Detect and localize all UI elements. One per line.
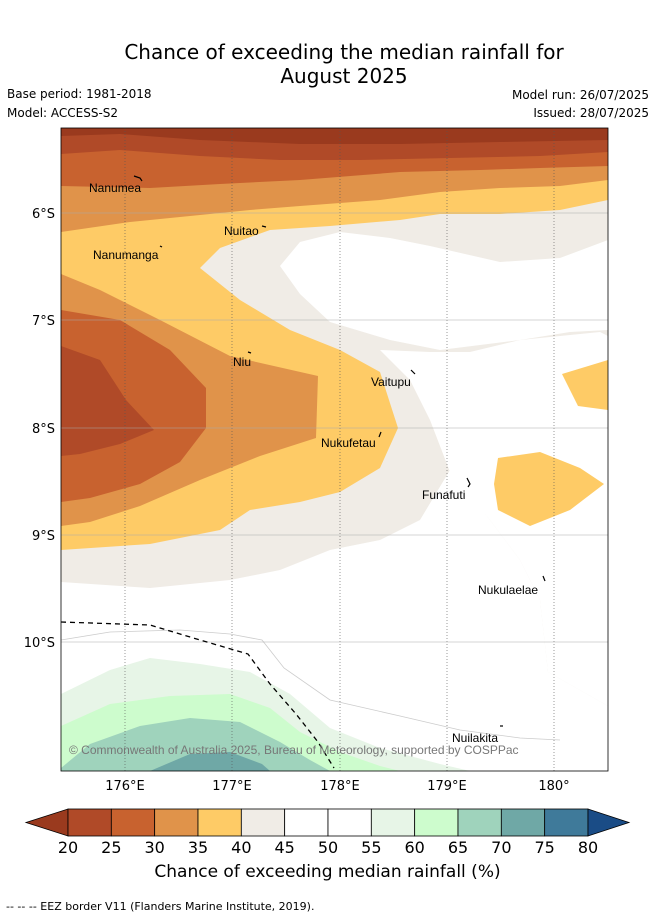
eez-border (60, 621, 335, 769)
colorbar-tick-65: 65 (448, 838, 468, 857)
lon-label-180: 180° (538, 779, 569, 794)
colorbar-tick-20: 20 (58, 838, 78, 857)
map-graticule (124, 128, 555, 771)
colorbar-cell-40-45 (240, 808, 286, 837)
lon-label-176e: 176°E (105, 779, 145, 794)
colorbar-tick-40: 40 (231, 838, 251, 857)
place-nukulaelae: Nukulaelae (478, 583, 538, 597)
colorbar-cell-35-40 (197, 808, 242, 837)
place-nanumanga: Nanumanga (93, 248, 159, 262)
map-title: Chance of exceeding the median rainfall … (0, 40, 655, 88)
copyright-notice: © Commonwealth of Australia 2025, Bureau… (69, 743, 519, 757)
contour-35-40-blob-a (562, 360, 608, 410)
title-line-2: August 2025 (280, 64, 408, 88)
colorbar-cell-55-60 (370, 808, 416, 837)
model-name: Model: ACCESS-S2 (7, 106, 119, 120)
contour-below-20 (61, 128, 608, 144)
colorbar-ticks: 20 25 30 35 40 45 50 55 60 65 70 75 80 (58, 838, 598, 857)
place-niu: Niu (233, 355, 251, 369)
lon-label-177e: 177°E (212, 779, 252, 794)
colorbar-tick-60: 60 (404, 838, 424, 857)
map-frame (60, 127, 609, 772)
colorbar-title: Chance of exceeding median rainfall (%) (154, 862, 501, 882)
lat-label-7s: 7°S (32, 314, 55, 329)
lon-label-178e: 178°E (320, 779, 360, 794)
issued-date: Issued: 28/07/2025 (533, 106, 649, 120)
colorbar-cells (24, 808, 631, 837)
colorbar-arrow-low (24, 808, 69, 837)
colorbar-tick-25: 25 (101, 838, 121, 857)
colorbar-cell-20-25 (67, 808, 112, 837)
contour-20-25-west (61, 346, 154, 456)
contour-line-south (61, 629, 561, 741)
lat-label-8s: 8°S (32, 422, 55, 437)
place-nanumea: Nanumea (89, 181, 141, 195)
contour-25-30-west (61, 310, 206, 502)
colorbar-tick-55: 55 (361, 838, 381, 857)
contour-45-55-east (380, 332, 608, 706)
contour-35-40-blob-b (494, 452, 604, 526)
lat-label-6s: 6°S (32, 207, 55, 222)
base-period: Base period: 1981-2018 (7, 87, 152, 101)
colorbar-tick-50: 50 (318, 838, 338, 857)
place-nuitao: Nuitao (224, 224, 259, 238)
colorbar-cell-70-75 (500, 808, 546, 837)
place-vaitupu: Vaitupu (371, 375, 411, 389)
eez-note: -- -- -- EEZ border V11 (Flanders Marine… (6, 900, 315, 913)
lon-label-179e: 179°E (427, 779, 467, 794)
rainfall-map: Nanumea Nuitao Nanumanga Niu Vaitupu Nuk… (24, 127, 609, 794)
colorbar-cell-65-70 (457, 808, 502, 837)
colorbar-tick-45: 45 (274, 838, 294, 857)
colorbar-tick-80: 80 (578, 838, 598, 857)
colorbar-cell-45-50 (284, 808, 329, 837)
island-shapes (133, 175, 546, 727)
model-run: Model run: 26/07/2025 (511, 88, 649, 102)
colorbar-cell-25-30 (110, 808, 156, 837)
colorbar-cell-30-35 (154, 808, 199, 837)
place-funafuti: Funafuti (422, 488, 465, 502)
place-nuilakita: Nuilakita (452, 731, 498, 745)
colorbar-cell-50-55 (327, 808, 372, 837)
colorbar-tick-30: 30 (144, 838, 164, 857)
colorbar-cell-60-65 (414, 808, 459, 837)
lat-gridlines (61, 212, 608, 643)
contour-65-70 (61, 718, 330, 771)
lat-label-10s: 10°S (24, 636, 55, 651)
colorbar-tick-75: 75 (534, 838, 554, 857)
title-line-1: Chance of exceeding the median rainfall … (124, 40, 564, 64)
place-nukufetau: Nukufetau (321, 436, 376, 450)
contour-70-75 (150, 752, 270, 771)
colorbar-cell-75-80 (544, 808, 589, 837)
colorbar: 20 25 30 35 40 45 50 55 60 65 70 75 80 (24, 808, 631, 857)
colorbar-tick-70: 70 (491, 838, 511, 857)
colorbar-arrow-high (587, 808, 631, 837)
probability-contours (61, 128, 608, 771)
lat-label-9s: 9°S (32, 529, 55, 544)
colorbar-tick-35: 35 (188, 838, 208, 857)
